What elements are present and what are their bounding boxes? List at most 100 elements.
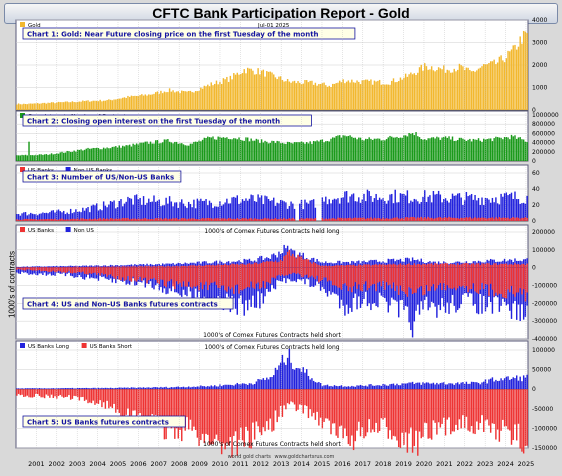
chart4-bar [512, 267, 514, 295]
chart4-bar [215, 260, 218, 268]
chart3-bar [42, 219, 44, 221]
chart3-bar [24, 218, 27, 221]
chart5-bar [312, 380, 315, 390]
chart4-bar [63, 266, 65, 268]
chart5-bar [125, 387, 127, 390]
chart3-bar [278, 218, 280, 221]
chart5-legend-swatch [81, 343, 87, 348]
chart3-bar [83, 210, 86, 221]
chart1-bar [243, 69, 245, 110]
chart3-bar [181, 218, 183, 221]
chart5-bar [141, 387, 143, 390]
chart1-bar [45, 103, 48, 110]
chart4-bar [163, 266, 166, 268]
chart2-bar [293, 142, 296, 161]
chart4-bar [312, 262, 315, 268]
chart1-bar [455, 71, 457, 110]
chart3-bar [125, 217, 127, 221]
chart4-bar [271, 254, 273, 268]
chart3-bar [170, 218, 173, 221]
chart4-bar [328, 262, 330, 268]
chart3-bar [460, 217, 462, 221]
chart2-bar [193, 141, 195, 161]
chart3-bar [387, 200, 390, 221]
chart5-bar [63, 389, 65, 398]
chart4-bar [262, 261, 265, 268]
chart5-bar [439, 389, 442, 428]
chart4-bar [450, 267, 452, 289]
chart1-bar [392, 78, 395, 110]
chart3-bar [392, 203, 395, 221]
chart3-bar [266, 218, 268, 221]
chart2-bar [370, 138, 372, 161]
chart3-bar [40, 219, 42, 221]
chart4-bar [342, 261, 344, 268]
chart3-bar [203, 218, 206, 221]
chart3-bar [167, 203, 169, 221]
chart4-bar [219, 260, 221, 268]
chart5-bar [168, 387, 171, 390]
chart4-bar [130, 267, 133, 282]
chart5-bar [323, 385, 325, 390]
chart4-bar [399, 267, 402, 286]
chart4-bar [102, 267, 105, 275]
chart2-bar [194, 141, 197, 161]
chart5-ytick-label: 50000 [532, 367, 551, 374]
chart3-bar [385, 218, 388, 221]
chart1-bar [312, 84, 315, 110]
chart3-bar [259, 197, 261, 221]
chart4-bar [524, 258, 527, 268]
chart1-bar [444, 72, 447, 110]
chart1-bar [486, 64, 488, 110]
chart5-bar [267, 389, 270, 430]
chart4-bar [205, 261, 207, 268]
chart2-bar [496, 137, 499, 161]
chart5-bar [516, 389, 518, 441]
chart2-bar [476, 139, 478, 161]
chart3-bar [123, 203, 126, 221]
chart2-bar [319, 139, 322, 161]
chart4-bar [285, 254, 287, 268]
chart3-bar [89, 212, 91, 221]
chart3-bar [135, 219, 138, 221]
chart1-bar [52, 102, 55, 110]
chart1-bar [226, 76, 228, 110]
chart4-bar [404, 257, 407, 268]
chart4-bar [406, 263, 409, 268]
chart3-bar [94, 205, 96, 221]
chart5-bar [257, 379, 259, 390]
chart5-bar [337, 386, 339, 390]
chart1-bar [328, 85, 330, 110]
chart4-bar [226, 264, 228, 268]
chart5-bar [512, 377, 514, 390]
x-tick-label: 2021 [436, 460, 453, 468]
chart1-bar [366, 79, 369, 110]
chart4-bar [425, 267, 428, 286]
chart3-bar [370, 217, 372, 221]
chart4-bar [344, 267, 346, 316]
chart4-bar [75, 267, 77, 273]
chart4-bar [526, 263, 528, 268]
chart2-bar [264, 140, 266, 161]
chart5-bar [61, 389, 63, 397]
chart4-bar [373, 267, 376, 303]
chart1-bar [175, 91, 178, 110]
chart2-bar [83, 149, 86, 161]
chart3-bar [483, 205, 485, 221]
chart4-bar [30, 267, 32, 268]
chart3-bar [177, 219, 179, 221]
chart2-bar [274, 143, 277, 161]
chart5-bar [210, 385, 212, 390]
chart4-bar [148, 267, 150, 281]
chart4-bar [330, 262, 332, 268]
chart3-bar [231, 197, 233, 221]
chart5-bar [238, 384, 240, 390]
chart3-bar [108, 219, 110, 221]
chart5-bar [111, 388, 114, 390]
chart4-bar [26, 266, 28, 268]
chart4-bar [524, 264, 527, 268]
chart2-bar [503, 137, 506, 161]
chart4-bar [28, 267, 30, 275]
chart2-bar [446, 137, 449, 161]
chart1-bar [448, 70, 450, 110]
